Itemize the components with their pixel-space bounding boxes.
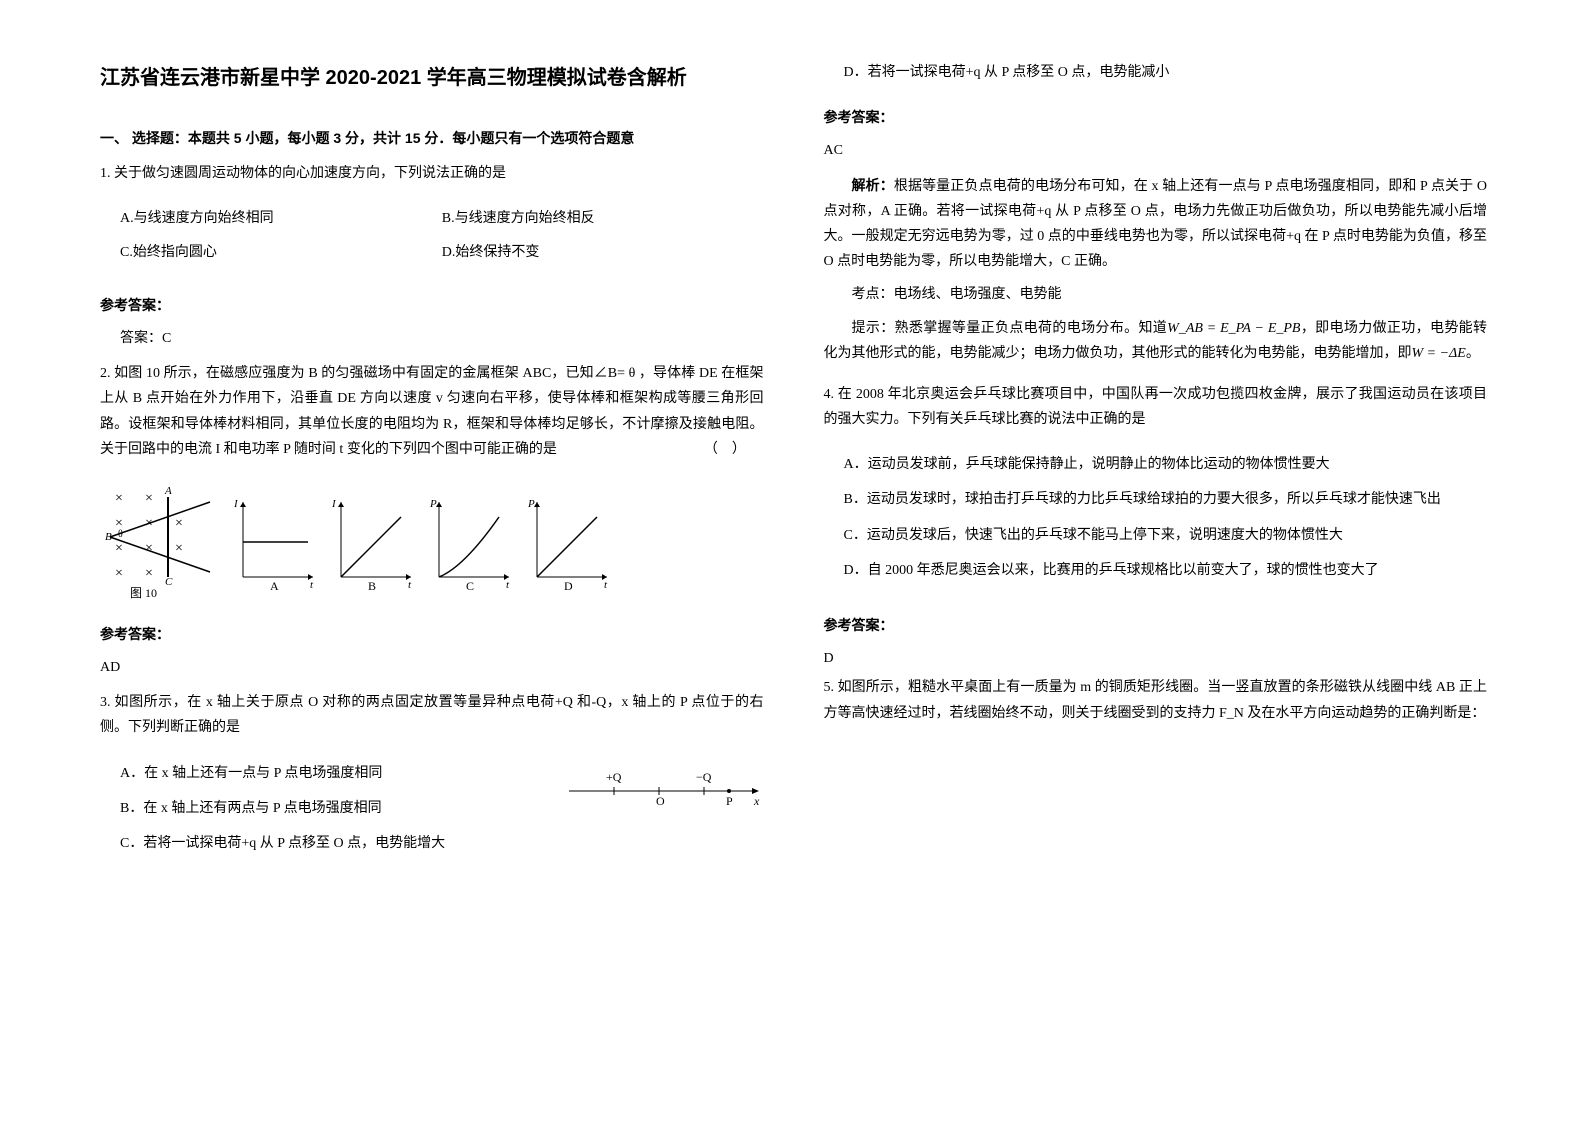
graph-c-icon: P t C <box>424 492 514 592</box>
svg-text:×: × <box>115 566 123 581</box>
svg-text:I: I <box>331 498 337 510</box>
svg-text:O: O <box>656 794 665 808</box>
exam-paper: 江苏省连云港市新星中学 2020-2021 学年高三物理模拟试卷含解析 一、 选… <box>100 60 1487 876</box>
svg-text:A: A <box>164 485 172 497</box>
q1-option-d: D.始终保持不变 <box>442 240 764 265</box>
explain-label: 解析： <box>852 179 894 194</box>
q1-option-b: B.与线速度方向始终相反 <box>442 206 764 231</box>
q3-option-c: C．若将一试探电荷+q 从 P 点移至 O 点，电势能增大 <box>100 831 764 856</box>
q4-option-b: B．运动员发球时，球拍击打乒乓球的力比乒乓球给球拍的力要大很多，所以乒乓球才能快… <box>824 487 1488 512</box>
paper-title: 江苏省连云港市新星中学 2020-2021 学年高三物理模拟试卷含解析 <box>100 60 764 96</box>
svg-text:×: × <box>175 541 183 556</box>
q4-answer: D <box>824 646 1488 671</box>
svg-text:×: × <box>175 516 183 531</box>
question-2-text: 2. 如图 10 所示，在磁感应强度为 B 的匀强磁场中有固定的金属框架 ABC… <box>100 361 764 462</box>
q3-option-d: D．若将一试探电荷+q 从 P 点移至 O 点，电势能减小 <box>824 60 1488 85</box>
svg-text:B: B <box>105 531 112 543</box>
q1-option-c: C.始终指向圆心 <box>120 240 442 265</box>
hint-formula1: W_AB = E_PA − E_PB <box>1167 321 1300 336</box>
q3-answer-label: 参考答案： <box>824 105 1488 130</box>
q3-option-b: B．在 x 轴上还有两点与 P 点电场强度相同 <box>100 796 554 821</box>
charge-axis-icon: +Q −Q O P x <box>564 761 764 811</box>
graph-b-icon: I t B <box>326 492 416 592</box>
svg-text:×: × <box>115 541 123 556</box>
svg-text:P: P <box>429 498 437 510</box>
question-5-text: 5. 如图所示，粗糙水平桌面上有一质量为 m 的铜质矩形线圈。当一竖直放置的条形… <box>824 675 1488 725</box>
q3-answer: AC <box>824 138 1488 163</box>
fig-label: 图 10 <box>130 586 157 600</box>
q3-options: A．在 x 轴上还有一点与 P 点电场强度相同 B．在 x 轴上还有两点与 P … <box>100 761 764 867</box>
svg-text:×: × <box>115 491 123 506</box>
question-4-text: 4. 在 2008 年北京奥运会乒乓球比赛项目中，中国队再一次成功包揽四枚金牌，… <box>824 382 1488 432</box>
svg-text:x: x <box>753 794 760 808</box>
question-3-text: 3. 如图所示，在 x 轴上关于原点 O 对称的两点固定放置等量异种点电荷+Q … <box>100 690 764 740</box>
hint-part3: 。 <box>1466 346 1480 361</box>
q4-options: A．运动员发球前，乒乓球能保持静止，说明静止的物体比运动的物体惯性要大 B．运动… <box>824 452 1488 593</box>
svg-text:P: P <box>527 498 535 510</box>
svg-text:θ: θ <box>118 529 123 540</box>
q3-explanation: 解析：根据等量正负点电荷的电场分布可知，在 x 轴上还有一点与 P 点电场强度相… <box>824 174 1488 275</box>
q3-hint: 提示：熟悉掌握等量正负点电荷的电场分布。知道W_AB = E_PA − E_PB… <box>824 316 1488 366</box>
left-column: 江苏省连云港市新星中学 2020-2021 学年高三物理模拟试卷含解析 一、 选… <box>100 60 764 876</box>
q3-point: 考点：电场线、电场强度、电势能 <box>824 282 1488 307</box>
q4-option-c: C．运动员发球后，快速飞出的乒乓球不能马上停下来，说明速度大的物体惯性大 <box>824 523 1488 548</box>
q4-option-d: D．自 2000 年悉尼奥运会以来，比赛用的乒乓球规格比以前变大了，球的惯性也变… <box>824 558 1488 583</box>
graph-d-icon: P t D <box>522 492 612 592</box>
q1-answer: 答案：C <box>100 326 764 351</box>
q3-option-a: A．在 x 轴上还有一点与 P 点电场强度相同 <box>100 761 554 786</box>
svg-text:t: t <box>408 579 412 591</box>
svg-text:I: I <box>233 498 239 510</box>
svg-text:×: × <box>145 541 153 556</box>
q1-option-a: A.与线速度方向始终相同 <box>120 206 442 231</box>
q2-figure: × × × × × × × × × × B θ A C 图 10 <box>100 482 764 602</box>
svg-text:t: t <box>604 579 608 591</box>
svg-text:C: C <box>165 576 173 588</box>
hint-formula2: W = −ΔE <box>1412 346 1466 361</box>
svg-text:B: B <box>368 579 376 592</box>
hint-part1: 提示：熟悉掌握等量正负点电荷的电场分布。知道 <box>852 321 1168 336</box>
svg-text:t: t <box>310 579 314 591</box>
q2-answer-label: 参考答案： <box>100 622 764 647</box>
q4-answer-label: 参考答案： <box>824 613 1488 638</box>
svg-text:×: × <box>145 491 153 506</box>
explain-text: 根据等量正负点电荷的电场分布可知，在 x 轴上还有一点与 P 点电场强度相同，即… <box>824 179 1488 270</box>
svg-text:×: × <box>145 566 153 581</box>
circuit-diagram-icon: × × × × × × × × × × B θ A C 图 10 <box>100 482 220 602</box>
graph-a-icon: I t A <box>228 492 318 592</box>
svg-text:+Q: +Q <box>606 770 622 784</box>
svg-text:D: D <box>564 579 573 592</box>
section-1-header: 一、 选择题：本题共 5 小题，每小题 3 分，共计 15 分．每小题只有一个选… <box>100 126 764 151</box>
right-column: D．若将一试探电荷+q 从 P 点移至 O 点，电势能减小 参考答案： AC 解… <box>824 60 1488 876</box>
svg-text:t: t <box>506 579 510 591</box>
q2-answer: AD <box>100 655 764 680</box>
svg-text:C: C <box>466 579 474 592</box>
svg-text:A: A <box>270 579 279 592</box>
svg-text:P: P <box>726 794 733 808</box>
question-1-options: A.与线速度方向始终相同 B.与线速度方向始终相反 C.始终指向圆心 D.始终保… <box>100 206 764 272</box>
question-1-text: 1. 关于做匀速圆周运动物体的向心加速度方向，下列说法正确的是 <box>100 161 764 186</box>
q1-answer-label: 参考答案： <box>100 293 764 318</box>
svg-text:−Q: −Q <box>696 770 712 784</box>
q4-option-a: A．运动员发球前，乒乓球能保持静止，说明静止的物体比运动的物体惯性要大 <box>824 452 1488 477</box>
